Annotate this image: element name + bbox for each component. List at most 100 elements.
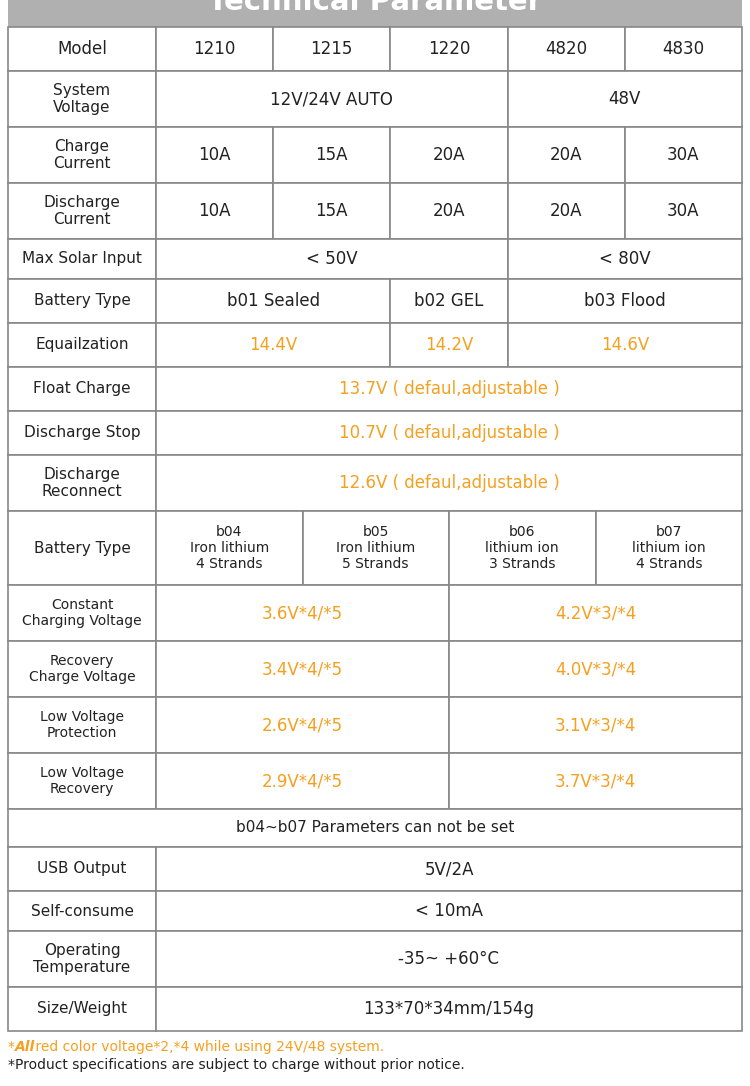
Bar	[156, 697, 449, 753]
Text: red color voltage*2,*4 while using 24V/48 system.: red color voltage*2,*4 while using 24V/4…	[31, 1040, 384, 1055]
Bar	[156, 411, 742, 455]
Text: 3.4V*4/*5: 3.4V*4/*5	[262, 660, 343, 678]
Bar	[156, 239, 508, 279]
Text: 20A: 20A	[433, 202, 465, 220]
Bar	[8, 641, 156, 697]
Text: Low Voltage
Protection: Low Voltage Protection	[40, 710, 124, 740]
Text: 1215: 1215	[310, 40, 353, 58]
Text: Size/Weight: Size/Weight	[37, 1001, 127, 1016]
Bar	[8, 847, 156, 891]
Text: 30A: 30A	[668, 146, 700, 164]
Bar	[391, 323, 508, 367]
Bar	[596, 512, 742, 585]
Bar	[156, 184, 273, 239]
Bar	[156, 367, 742, 411]
Text: 12V/24V AUTO: 12V/24V AUTO	[270, 90, 393, 108]
Bar	[391, 127, 508, 184]
Bar	[8, 809, 742, 847]
Text: Battery Type: Battery Type	[34, 293, 130, 308]
Text: -35~ +60°C: -35~ +60°C	[398, 950, 500, 968]
Text: b07
lithium ion
4 Strands: b07 lithium ion 4 Strands	[632, 525, 706, 571]
Bar	[156, 641, 449, 697]
Bar	[156, 847, 742, 891]
Text: 14.6V: 14.6V	[601, 336, 649, 354]
Bar	[156, 891, 742, 931]
Bar	[8, 931, 156, 987]
Bar	[156, 512, 302, 585]
Text: 30A: 30A	[668, 202, 700, 220]
Text: Recovery
Charge Voltage: Recovery Charge Voltage	[28, 654, 135, 684]
Text: All: All	[15, 1040, 35, 1055]
Bar	[156, 71, 508, 127]
Text: Constant
Charging Voltage: Constant Charging Voltage	[22, 598, 142, 628]
Text: 4.0V*3/*4: 4.0V*3/*4	[555, 660, 636, 678]
Text: USB Output: USB Output	[38, 861, 127, 876]
Bar	[625, 127, 742, 184]
Bar	[8, 891, 156, 931]
Bar	[449, 585, 742, 641]
Text: 2.9V*4/*5: 2.9V*4/*5	[262, 772, 343, 790]
Text: 15A: 15A	[316, 146, 348, 164]
Text: 14.4V: 14.4V	[249, 336, 297, 354]
Bar	[156, 931, 742, 987]
Bar	[8, 512, 156, 585]
Bar	[156, 753, 449, 809]
Text: 15A: 15A	[316, 202, 348, 220]
Bar	[8, 239, 156, 279]
Bar	[156, 27, 273, 71]
Bar	[156, 987, 742, 1031]
Bar	[508, 239, 742, 279]
Bar	[449, 512, 596, 585]
Text: 20A: 20A	[550, 202, 583, 220]
Bar	[508, 323, 742, 367]
Text: < 50V: < 50V	[306, 250, 358, 268]
Text: 3.1V*3/*4: 3.1V*3/*4	[555, 716, 636, 734]
Text: 1220: 1220	[427, 40, 470, 58]
Bar	[8, 279, 156, 323]
Text: b06
lithium ion
3 Strands: b06 lithium ion 3 Strands	[485, 525, 559, 571]
Text: 1210: 1210	[194, 40, 236, 58]
Bar	[156, 279, 391, 323]
Bar	[508, 71, 742, 127]
Bar	[156, 127, 273, 184]
Bar	[156, 323, 391, 367]
Bar	[508, 127, 625, 184]
Bar	[449, 697, 742, 753]
Text: 20A: 20A	[433, 146, 465, 164]
Text: 4.2V*3/*4: 4.2V*3/*4	[555, 604, 636, 622]
Bar	[449, 641, 742, 697]
Text: Charge
Current: Charge Current	[53, 139, 111, 172]
Text: Max Solar Input: Max Solar Input	[22, 252, 142, 266]
Text: 20A: 20A	[550, 146, 583, 164]
Bar	[8, 455, 156, 512]
Text: Technical Parameter: Technical Parameter	[208, 0, 542, 16]
Text: Discharge Stop: Discharge Stop	[24, 426, 140, 441]
Bar	[391, 279, 508, 323]
Text: b01 Sealed: b01 Sealed	[226, 292, 320, 310]
Bar	[8, 411, 156, 455]
Bar	[8, 0, 742, 27]
Bar	[449, 753, 742, 809]
Bar	[8, 753, 156, 809]
Bar	[8, 127, 156, 184]
Text: Self-consume: Self-consume	[31, 904, 134, 919]
Bar	[156, 455, 742, 512]
Bar	[156, 585, 449, 641]
Bar	[391, 27, 508, 71]
Text: 10.7V ( defaul,adjustable ): 10.7V ( defaul,adjustable )	[339, 424, 560, 442]
Text: < 10mA: < 10mA	[415, 902, 483, 920]
Text: b03 Flood: b03 Flood	[584, 292, 666, 310]
Text: 10A: 10A	[198, 146, 231, 164]
Text: 133*70*34mm/154g: 133*70*34mm/154g	[364, 1000, 535, 1018]
Text: 3.6V*4/*5: 3.6V*4/*5	[262, 604, 343, 622]
Text: 5V/2A: 5V/2A	[424, 860, 474, 877]
Bar	[8, 697, 156, 753]
Bar	[508, 27, 625, 71]
Bar	[508, 279, 742, 323]
Bar	[625, 27, 742, 71]
Text: b04~b07 Parameters can not be set: b04~b07 Parameters can not be set	[236, 821, 514, 835]
Bar	[273, 184, 391, 239]
Bar	[8, 987, 156, 1031]
Text: Battery Type: Battery Type	[34, 541, 130, 556]
Text: < 80V: < 80V	[599, 250, 650, 268]
